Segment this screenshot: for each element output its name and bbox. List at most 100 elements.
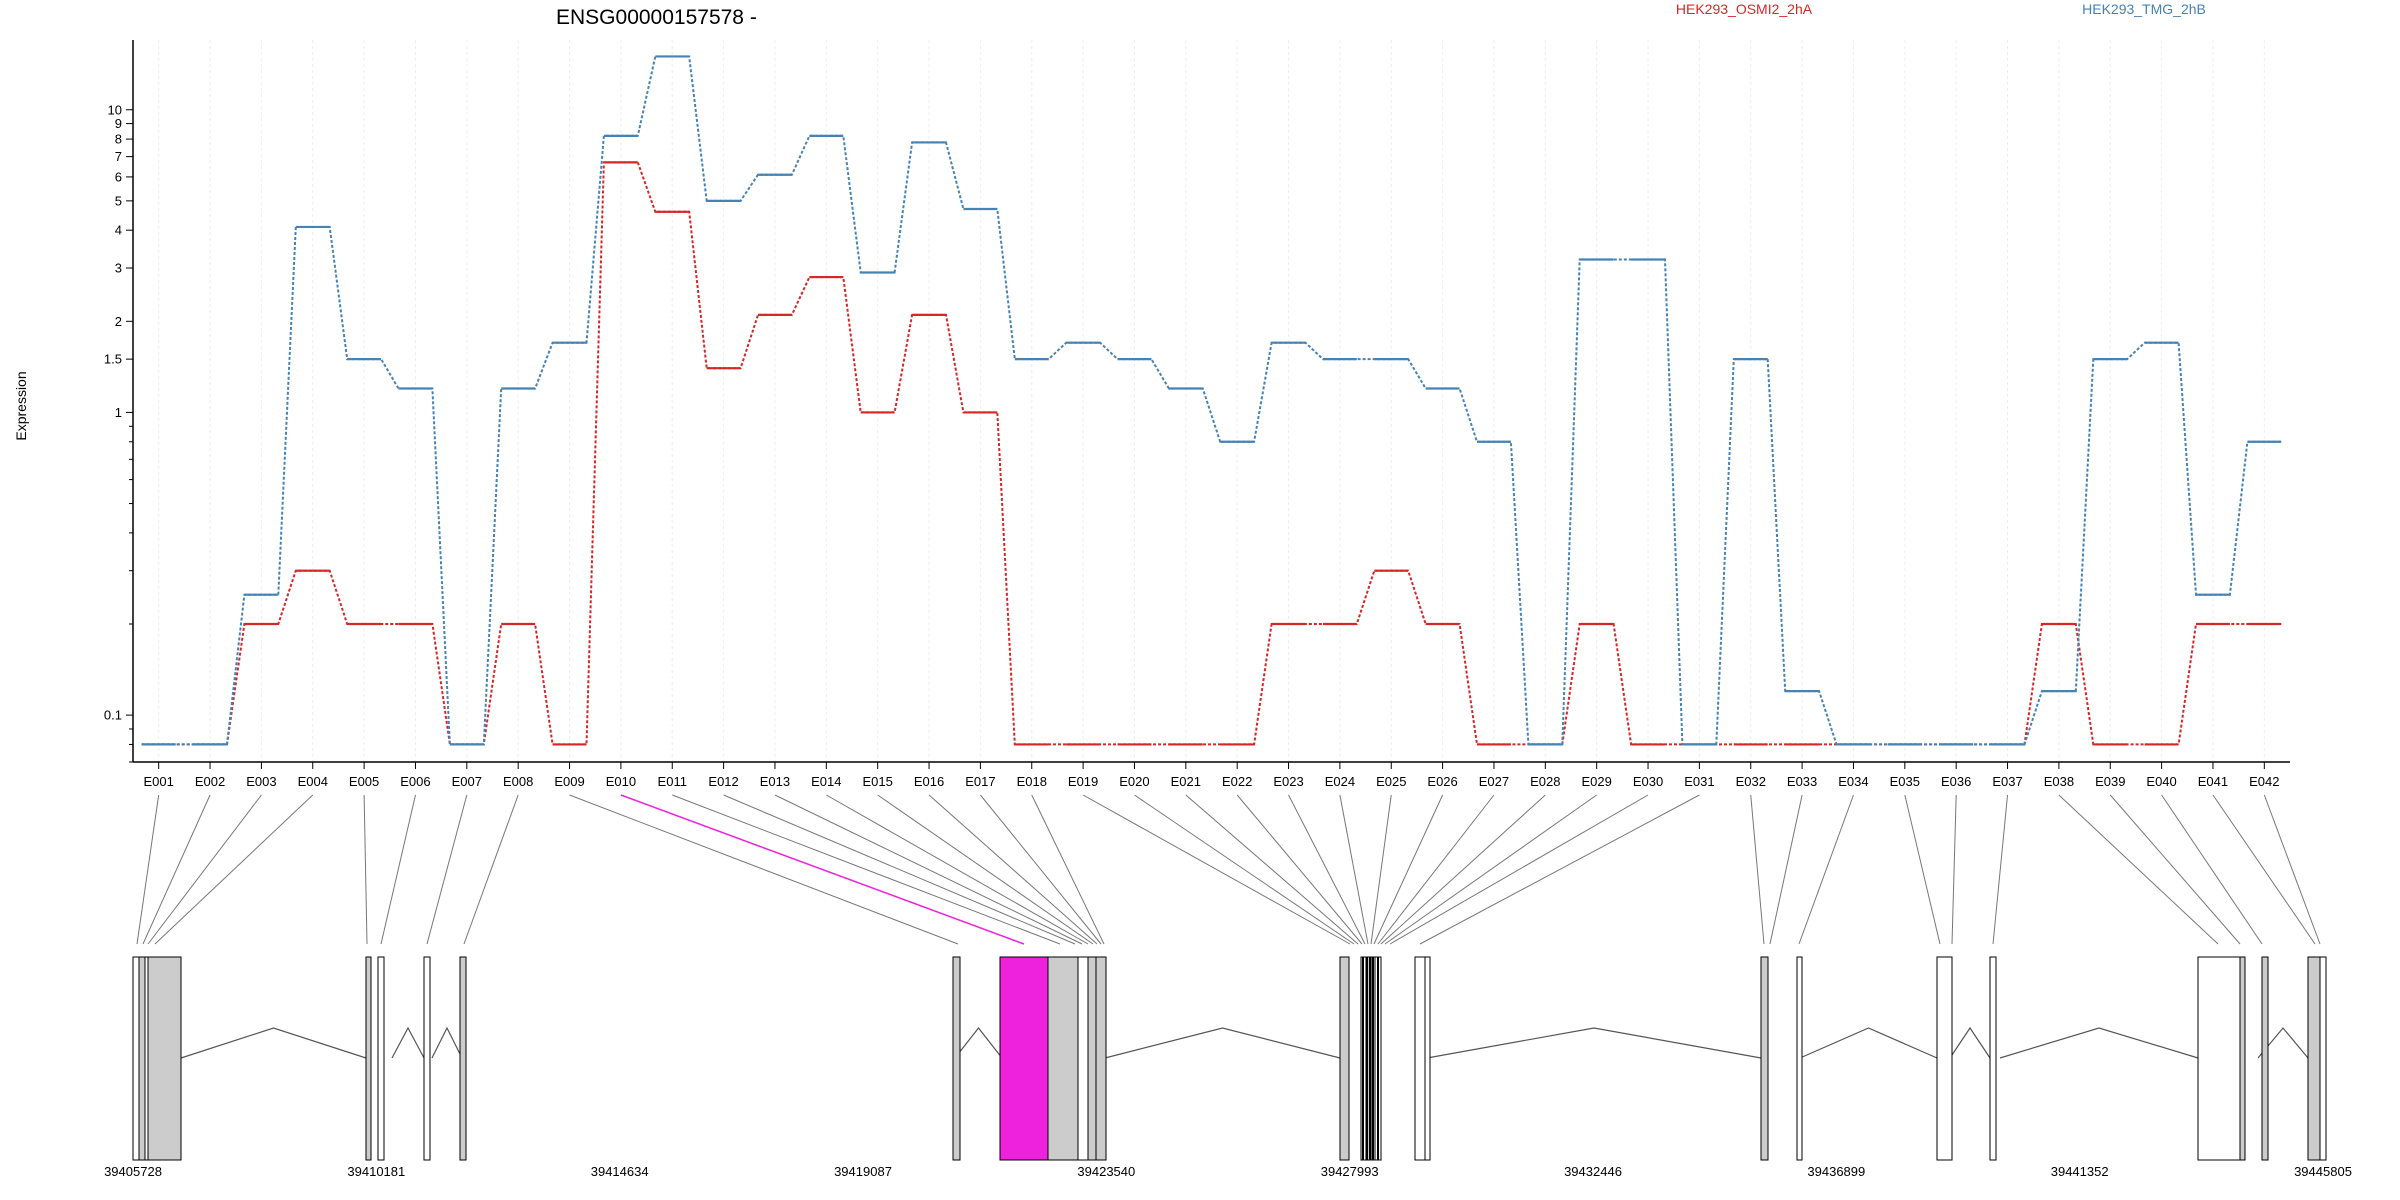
exon-connector	[1134, 794, 1355, 945]
y-tick-label: 8	[115, 132, 122, 147]
exon-block	[365, 956, 372, 1161]
genomic-coordinate-label: 39432446	[1564, 1164, 1622, 1179]
exon-block	[2261, 956, 2269, 1161]
exon-connector	[1373, 794, 1444, 945]
exon-connector	[1288, 794, 1366, 945]
x-tick-label: E034	[1838, 774, 1868, 789]
exon-connector	[136, 794, 160, 945]
x-tick-label: E014	[811, 774, 841, 789]
x-tick-label: E025	[1376, 774, 1406, 789]
exon-connector	[980, 794, 1102, 945]
exon-block	[2239, 956, 2246, 1161]
exon-connector	[1377, 794, 1495, 945]
intron-line	[1104, 1027, 1341, 1059]
exon-connector	[1769, 794, 1803, 945]
exon-connector	[154, 794, 314, 945]
exon-block	[1989, 956, 1997, 1161]
exon-block	[1424, 956, 1431, 1161]
intron-line	[1999, 1027, 2199, 1059]
x-tick-label: E040	[2146, 774, 2176, 789]
x-tick-label: E029	[1581, 774, 1611, 789]
x-tick-label: E004	[298, 774, 328, 789]
y-tick-label: 7	[115, 149, 122, 164]
exon-connector	[1236, 794, 1363, 945]
exon-connector	[463, 794, 519, 945]
exon-block	[952, 956, 961, 1161]
exon-connector	[2058, 794, 2219, 945]
exon-connector	[1082, 794, 1351, 945]
exon-block	[1047, 956, 1079, 1161]
genomic-coordinate-label: 39410181	[347, 1164, 405, 1179]
exon-connector	[1339, 794, 1369, 945]
exon-connector	[380, 794, 416, 945]
y-axis-title: Expression	[13, 371, 29, 440]
x-tick-label: E024	[1325, 774, 1355, 789]
x-tick-label: E020	[1119, 774, 1149, 789]
exon-connector	[1992, 794, 2009, 945]
x-tick-label: E023	[1273, 774, 1303, 789]
intron-line	[391, 1026, 425, 1059]
genomic-coordinate-label: 39441352	[2051, 1164, 2109, 1179]
x-tick-label: E037	[1992, 774, 2022, 789]
y-tick-label: 2	[115, 314, 122, 329]
exon-connector	[147, 794, 262, 945]
exon-block	[132, 956, 140, 1161]
series-line	[141, 161, 2282, 746]
y-tick-label: 10	[108, 102, 122, 117]
series-HEK293_OSMI2_2hA	[141, 161, 2282, 746]
x-tick-label: E008	[503, 774, 533, 789]
exon-connector	[2263, 794, 2321, 945]
exon-connector	[774, 794, 1083, 945]
x-tick-label: E021	[1171, 774, 1201, 789]
exon-connector	[1798, 794, 1854, 945]
exon-connector	[2161, 794, 2263, 945]
exon-block	[1087, 956, 1097, 1161]
exon-connector	[569, 794, 959, 945]
x-tick-label: E035	[1890, 774, 1920, 789]
exon-block	[1077, 956, 1089, 1161]
genomic-coordinate-label: 39427993	[1321, 1164, 1379, 1179]
genomic-coordinate-label: 39423540	[1077, 1164, 1135, 1179]
x-tick-label: E030	[1633, 774, 1663, 789]
x-tick-label: E005	[349, 774, 379, 789]
exon-connector	[723, 794, 1076, 945]
x-tick-label: E026	[1427, 774, 1457, 789]
y-tick-label: 5	[115, 193, 122, 208]
exon-connector	[1380, 794, 1546, 945]
y-tick-label: 1.5	[104, 352, 122, 367]
exon-connector	[672, 794, 1061, 945]
x-tick-label: E038	[2044, 774, 2074, 789]
y-tick-label: 0.1	[104, 708, 122, 723]
chart-title: ENSG00000157578 -	[556, 6, 757, 29]
x-tick-label: E001	[143, 774, 173, 789]
x-tick-label: E007	[452, 774, 482, 789]
exon-connector	[363, 794, 368, 945]
genomic-coordinate-label: 39436899	[1807, 1164, 1865, 1179]
x-tick-label: E033	[1787, 774, 1817, 789]
intron-line	[431, 1026, 463, 1059]
exon-connector	[2212, 794, 2316, 945]
exon-block	[138, 956, 146, 1161]
exon-connector	[1951, 794, 1957, 945]
x-tick-label: E013	[760, 774, 790, 789]
y-tick-label: 6	[115, 169, 122, 184]
exon-block	[1796, 956, 1803, 1161]
x-tick-label: E022	[1222, 774, 1252, 789]
y-tick-label: 1	[115, 405, 122, 420]
genomic-coordinate-label: 39445805	[2294, 1164, 2352, 1179]
x-tick-label: E042	[2249, 774, 2279, 789]
genomic-coordinate-label: 39414634	[591, 1164, 649, 1179]
x-tick-label: E017	[965, 774, 995, 789]
legend-series-1: HEK293_OSMI2_2hA	[1676, 1, 1813, 17]
exon-connector	[1185, 794, 1359, 945]
x-tick-label: E010	[606, 774, 636, 789]
x-tick-label: E002	[195, 774, 225, 789]
y-tick-label: 9	[115, 116, 122, 131]
exon-connector	[1419, 794, 1700, 945]
x-tick-label: E031	[1684, 774, 1714, 789]
exon-connector	[826, 794, 1089, 945]
exon-connector	[877, 794, 1094, 945]
intron-line	[954, 1027, 1003, 1059]
x-tick-label: E015	[862, 774, 892, 789]
